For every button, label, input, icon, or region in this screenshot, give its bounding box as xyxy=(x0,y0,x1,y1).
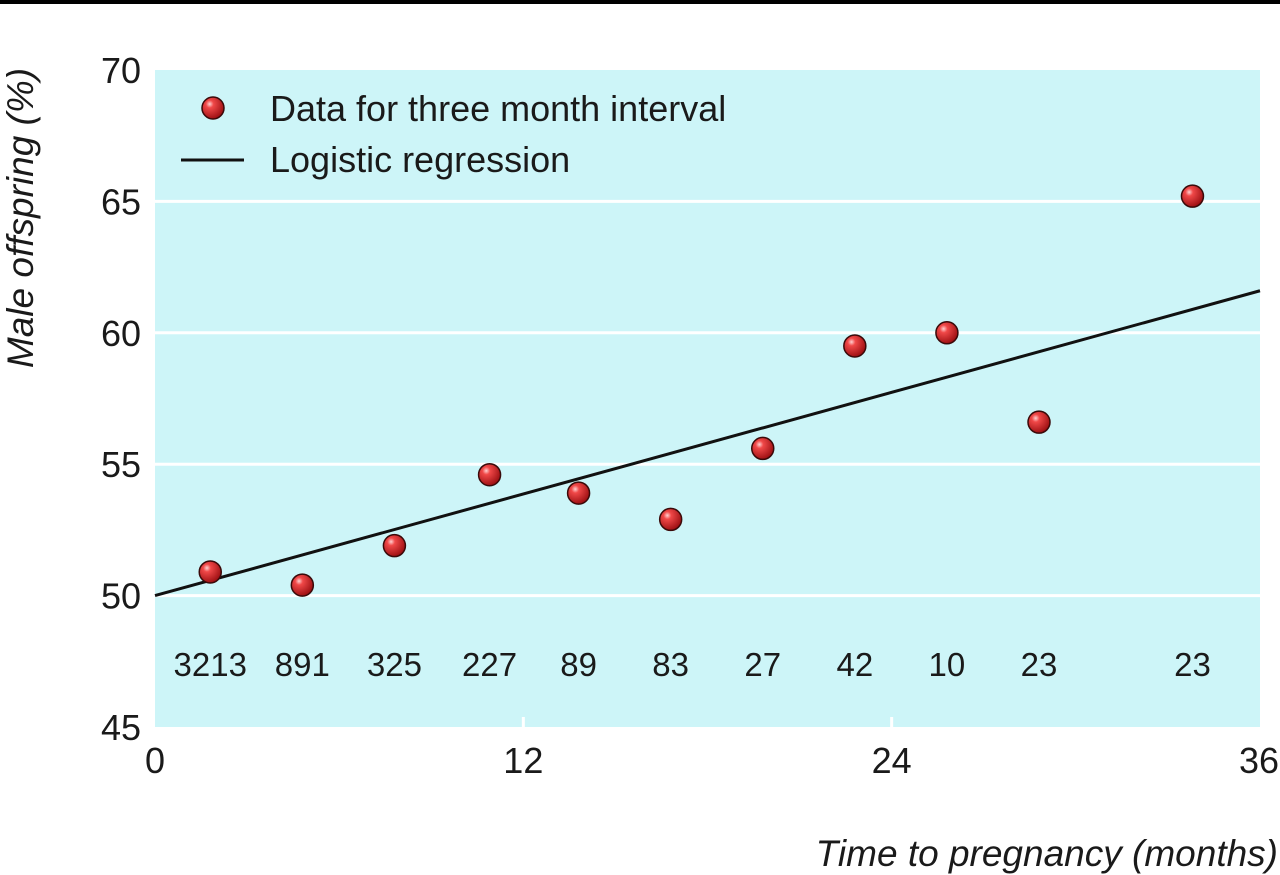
regression-line-group xyxy=(154,289,1261,598)
gridlines xyxy=(155,199,1260,598)
sample-count-label: 89 xyxy=(560,646,597,683)
y-tick-label: 65 xyxy=(101,181,141,222)
sample-count-label: 227 xyxy=(462,646,517,683)
sample-count-label: 891 xyxy=(275,646,330,683)
legend-marker-icon xyxy=(201,96,225,120)
x-axis-title: Time to pregnancy (months) xyxy=(816,833,1278,874)
y-tick-label: 45 xyxy=(101,707,141,748)
data-points xyxy=(198,184,1205,597)
legend: Data for three month interval Logistic r… xyxy=(181,88,726,180)
y-tick-label: 50 xyxy=(101,576,141,617)
data-point xyxy=(1180,184,1205,208)
data-point xyxy=(198,560,222,584)
x-tick-label: 0 xyxy=(145,740,165,781)
data-point xyxy=(290,573,315,597)
x-axis-tick-labels: 0 12 24 36 xyxy=(145,740,1279,781)
data-point xyxy=(935,321,959,345)
sample-count-label: 23 xyxy=(1174,646,1211,683)
sample-count-label: 27 xyxy=(744,646,781,683)
x-tick-label: 12 xyxy=(503,740,543,781)
legend-label-data: Data for three month interval xyxy=(270,88,726,129)
sample-count-label: 10 xyxy=(929,646,966,683)
legend-label-regression: Logistic regression xyxy=(270,139,570,180)
sample-count-label: 23 xyxy=(1021,646,1058,683)
y-axis-title: Male offspring (%) xyxy=(0,68,41,368)
sample-count-label: 325 xyxy=(367,646,422,683)
sample-count-label: 42 xyxy=(836,646,873,683)
x-axis-ticks xyxy=(521,717,894,727)
y-axis-tick-labels: 45 50 55 60 65 70 xyxy=(101,50,141,748)
plot-background xyxy=(155,70,1260,727)
data-point xyxy=(1027,410,1051,434)
data-point xyxy=(477,462,502,487)
regression-line xyxy=(154,289,1261,598)
y-tick-label: 60 xyxy=(101,313,141,354)
sample-count-label: 83 xyxy=(652,646,689,683)
data-point xyxy=(751,436,775,461)
data-point xyxy=(658,507,683,532)
x-tick-label: 36 xyxy=(1239,740,1279,781)
y-tick-label: 55 xyxy=(101,444,141,485)
sample-count-label: 3213 xyxy=(174,646,247,683)
sample-count-labels: 3213 891 325 227 89 83 27 42 10 23 23 xyxy=(174,646,1211,683)
y-tick-label: 70 xyxy=(101,50,141,91)
data-point xyxy=(843,334,867,358)
x-tick-label: 24 xyxy=(872,740,912,781)
data-point xyxy=(566,481,591,505)
data-point xyxy=(382,533,407,558)
